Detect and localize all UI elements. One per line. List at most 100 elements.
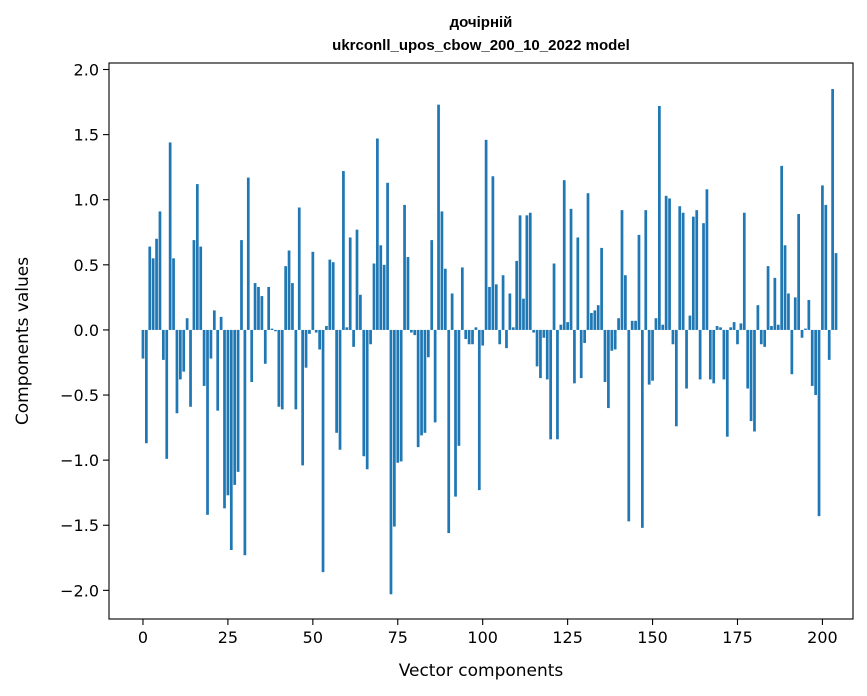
bar-component-48	[304, 329, 308, 368]
bar-component-28	[236, 329, 240, 472]
bar-component-30	[243, 329, 247, 556]
bar-component-107	[505, 329, 508, 349]
bar-component-201	[824, 204, 828, 330]
bar-component-32	[250, 329, 254, 383]
bar-component-19	[206, 329, 209, 515]
bar-component-138	[610, 329, 614, 351]
bar-component-58	[338, 329, 342, 450]
bar-component-202	[827, 329, 831, 360]
bar-component-51	[314, 329, 318, 333]
bar-component-141	[620, 210, 624, 330]
bar-component-171	[722, 329, 726, 380]
bar-component-23	[219, 316, 223, 330]
bar-component-18	[202, 329, 206, 386]
bar-component-61	[348, 237, 352, 330]
bar-component-42	[284, 266, 288, 330]
bar-component-179	[749, 329, 753, 422]
x-axis-label: Vector components	[399, 661, 564, 681]
bar-component-69	[376, 138, 379, 330]
bar-component-6	[162, 329, 165, 360]
y-tick-label: 2.0	[74, 61, 99, 80]
bar-component-59	[342, 171, 345, 330]
x-tick-label: 200	[807, 628, 838, 647]
bar-component-119	[545, 329, 549, 380]
bar-component-46	[297, 207, 301, 330]
bar-component-163	[695, 210, 699, 330]
bar-component-176	[739, 323, 743, 330]
bar-component-13	[185, 318, 189, 330]
bar-component-194	[800, 329, 804, 338]
chart-title-line-2: ukrconll_upos_cbow_200_10_2022 model	[332, 37, 630, 54]
x-tick-label: 150	[637, 628, 668, 647]
x-tick-label: 175	[722, 628, 753, 647]
bar-component-33	[253, 283, 257, 330]
bar-component-90	[447, 329, 451, 534]
bar-component-93	[457, 329, 461, 446]
bar-component-3	[151, 258, 155, 330]
bar-component-140	[617, 318, 620, 330]
bar-component-161	[688, 315, 692, 330]
bar-component-100	[481, 329, 485, 346]
bar-component-120	[549, 329, 552, 440]
bar-component-177	[742, 212, 746, 330]
bar-component-108	[508, 293, 512, 330]
bar-component-180	[753, 329, 756, 432]
bar-component-60	[345, 327, 349, 330]
bar-component-117	[539, 329, 542, 379]
bar-component-64	[359, 294, 362, 330]
bar-component-91	[450, 293, 454, 330]
bar-component-92	[454, 329, 457, 497]
bar-component-67	[369, 329, 372, 345]
bar-component-40	[277, 329, 281, 407]
bar-component-151	[654, 318, 658, 330]
bar-component-153	[661, 324, 665, 330]
bar-component-71	[382, 264, 386, 330]
x-tick-label: 50	[303, 628, 323, 647]
bar-component-189	[783, 245, 787, 330]
bar-component-57	[335, 329, 338, 433]
bar-component-22	[216, 329, 220, 411]
x-axis-ticks: 0 25 50 75 100 125 150 175 200	[138, 619, 838, 647]
bar-component-29	[240, 240, 243, 330]
bar-component-89	[443, 268, 447, 330]
bar-component-110	[515, 260, 519, 330]
bar-component-195	[804, 328, 807, 330]
bar-component-200	[821, 185, 824, 330]
bar-component-54	[325, 326, 328, 330]
bar-component-134	[596, 305, 600, 330]
bar-component-0	[141, 329, 145, 359]
bar-component-86	[433, 329, 437, 423]
bar-component-5	[158, 211, 162, 330]
bar-component-181	[756, 305, 760, 330]
bar-component-31	[246, 177, 250, 330]
x-tick-label: 100	[467, 628, 498, 647]
bar-component-7	[165, 329, 169, 459]
bar-component-131	[586, 193, 590, 330]
bar-component-112	[522, 298, 525, 330]
bar-component-88	[440, 211, 444, 330]
bar-component-70	[379, 245, 383, 330]
y-tick-label: 0.0	[74, 321, 99, 340]
bar-component-137	[607, 329, 610, 409]
bar-component-98	[474, 327, 478, 330]
bar-component-21	[212, 310, 216, 330]
bar-component-158	[678, 206, 682, 330]
bar-component-159	[681, 212, 685, 330]
bar-component-2	[148, 246, 152, 330]
chart-title-line-1: дочірній	[450, 14, 513, 31]
bar-component-104	[494, 284, 498, 330]
bar-component-81	[416, 329, 420, 448]
bar-component-4	[155, 238, 158, 330]
bar-component-156	[671, 329, 675, 345]
bar-component-143	[627, 329, 631, 522]
bar-component-94	[460, 267, 464, 330]
bar-component-47	[301, 329, 304, 466]
bar-component-122	[556, 329, 559, 440]
bar-component-167	[708, 329, 712, 380]
bar-component-129	[579, 329, 583, 379]
bar-component-8	[168, 142, 172, 330]
bar-component-144	[630, 320, 634, 330]
bar-component-190	[787, 293, 790, 330]
bar-component-15	[192, 240, 196, 330]
